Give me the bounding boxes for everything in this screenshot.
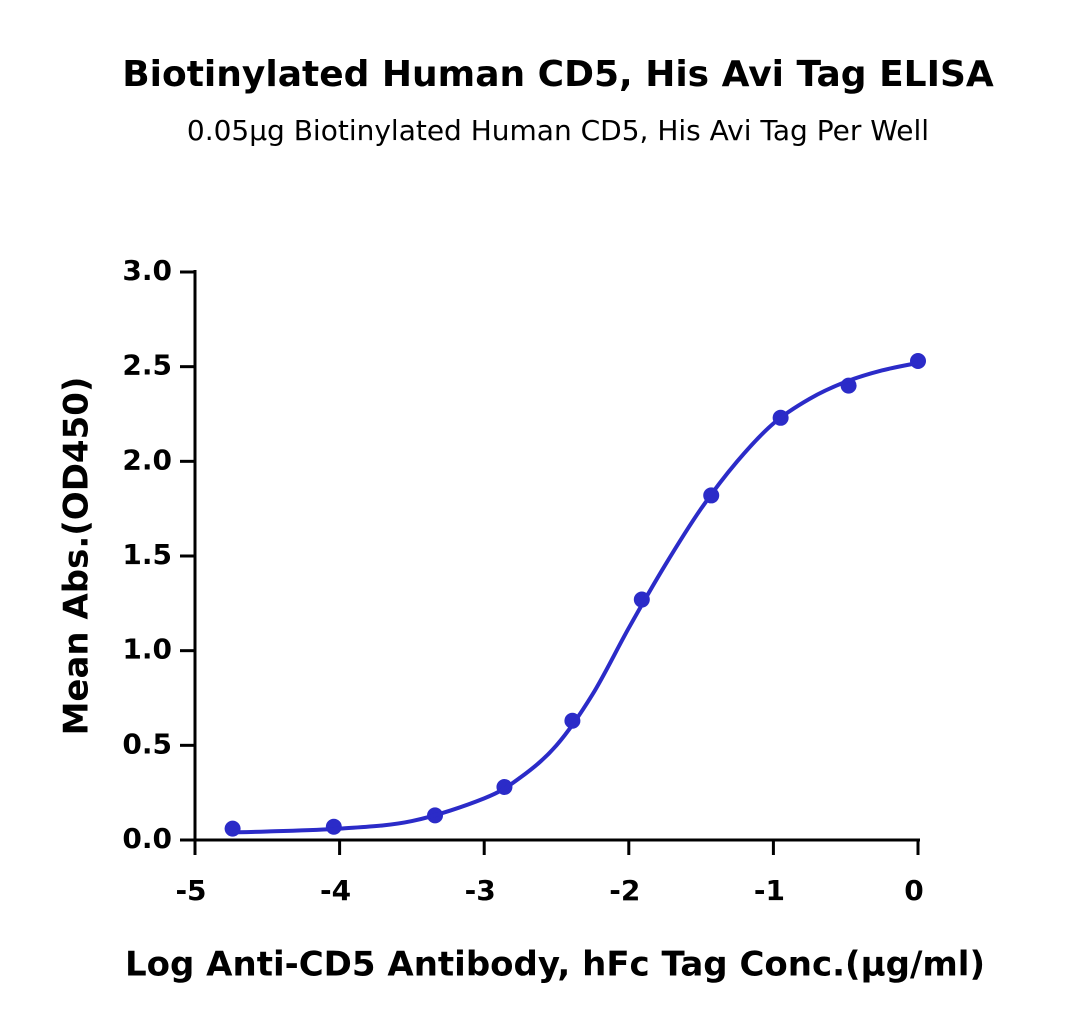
y-tick-label: 0.0 xyxy=(122,822,172,855)
data-point xyxy=(910,352,926,369)
x-tick-label: 0 xyxy=(904,874,923,907)
chart-subtitle: 0.05μg Biotinylated Human CD5, His Avi T… xyxy=(187,114,929,147)
y-tick-label: 0.5 xyxy=(122,727,172,760)
y-tick-label: 1.0 xyxy=(122,633,172,666)
y-tick-label: 2.5 xyxy=(122,349,172,382)
x-tick-label: -5 xyxy=(175,874,206,907)
chart-title: Biotinylated Human CD5, His Avi Tag ELIS… xyxy=(122,54,994,95)
y-tick-label: 1.5 xyxy=(122,538,172,571)
x-tick-label: -1 xyxy=(754,874,785,907)
x-tick-label: -2 xyxy=(609,874,640,907)
fit-curve xyxy=(232,360,919,835)
x-tick-label: -3 xyxy=(465,874,496,907)
x-axis-label: Log Anti-CD5 Antibody, hFc Tag Conc.(μg/… xyxy=(125,945,985,985)
y-tick-label: 3.0 xyxy=(122,254,172,287)
x-tick-label: -4 xyxy=(320,874,351,907)
y-tick-label: 2.0 xyxy=(122,443,172,476)
y-axis-label: Mean Abs.(OD450) xyxy=(57,377,97,736)
